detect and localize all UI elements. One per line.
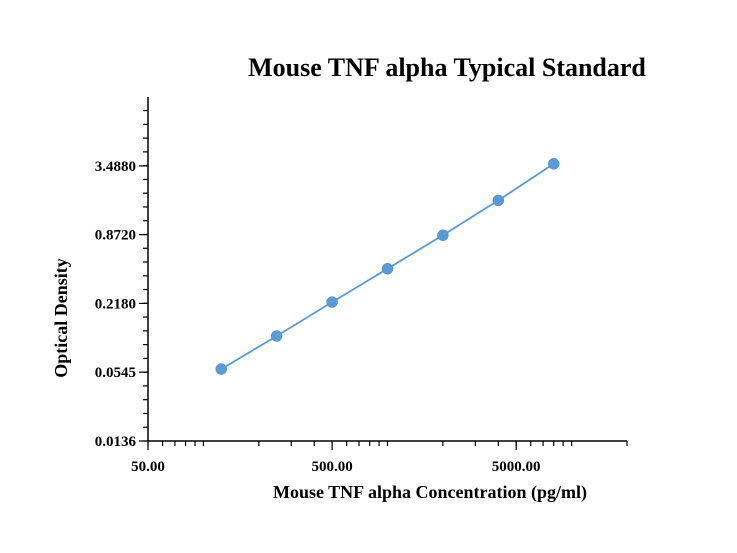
y-tick-label: 0.0136 [95,434,137,450]
data-point [492,194,505,207]
y-tick-label: 0.8720 [95,228,136,244]
data-point [381,262,394,275]
chart-title: Mouse TNF alpha Typical Standard [248,53,646,82]
series-group [215,158,560,375]
y-tick-label: 0.2180 [95,296,136,312]
data-point [547,158,560,170]
x-axis-label: Mouse TNF alpha Concentration (pg/ml) [273,482,587,503]
y-tick-label: 0.0545 [95,365,136,381]
data-point [270,330,283,342]
data-point [326,296,338,308]
data-point [437,229,449,241]
x-tick-label: 50.00 [131,459,165,475]
tick-labels: 50.00 500.00 5000.00 0.0136 0.0545 0.2180 0.87… [95,159,541,475]
y-axis-label: Optical Density [51,258,71,378]
x-tick-label: 500.00 [311,459,352,475]
data-point [215,363,228,375]
x-tick-label: 5000.00 [492,459,541,475]
y-tick-label: 3.4880 [95,159,136,175]
ticks [139,109,628,450]
